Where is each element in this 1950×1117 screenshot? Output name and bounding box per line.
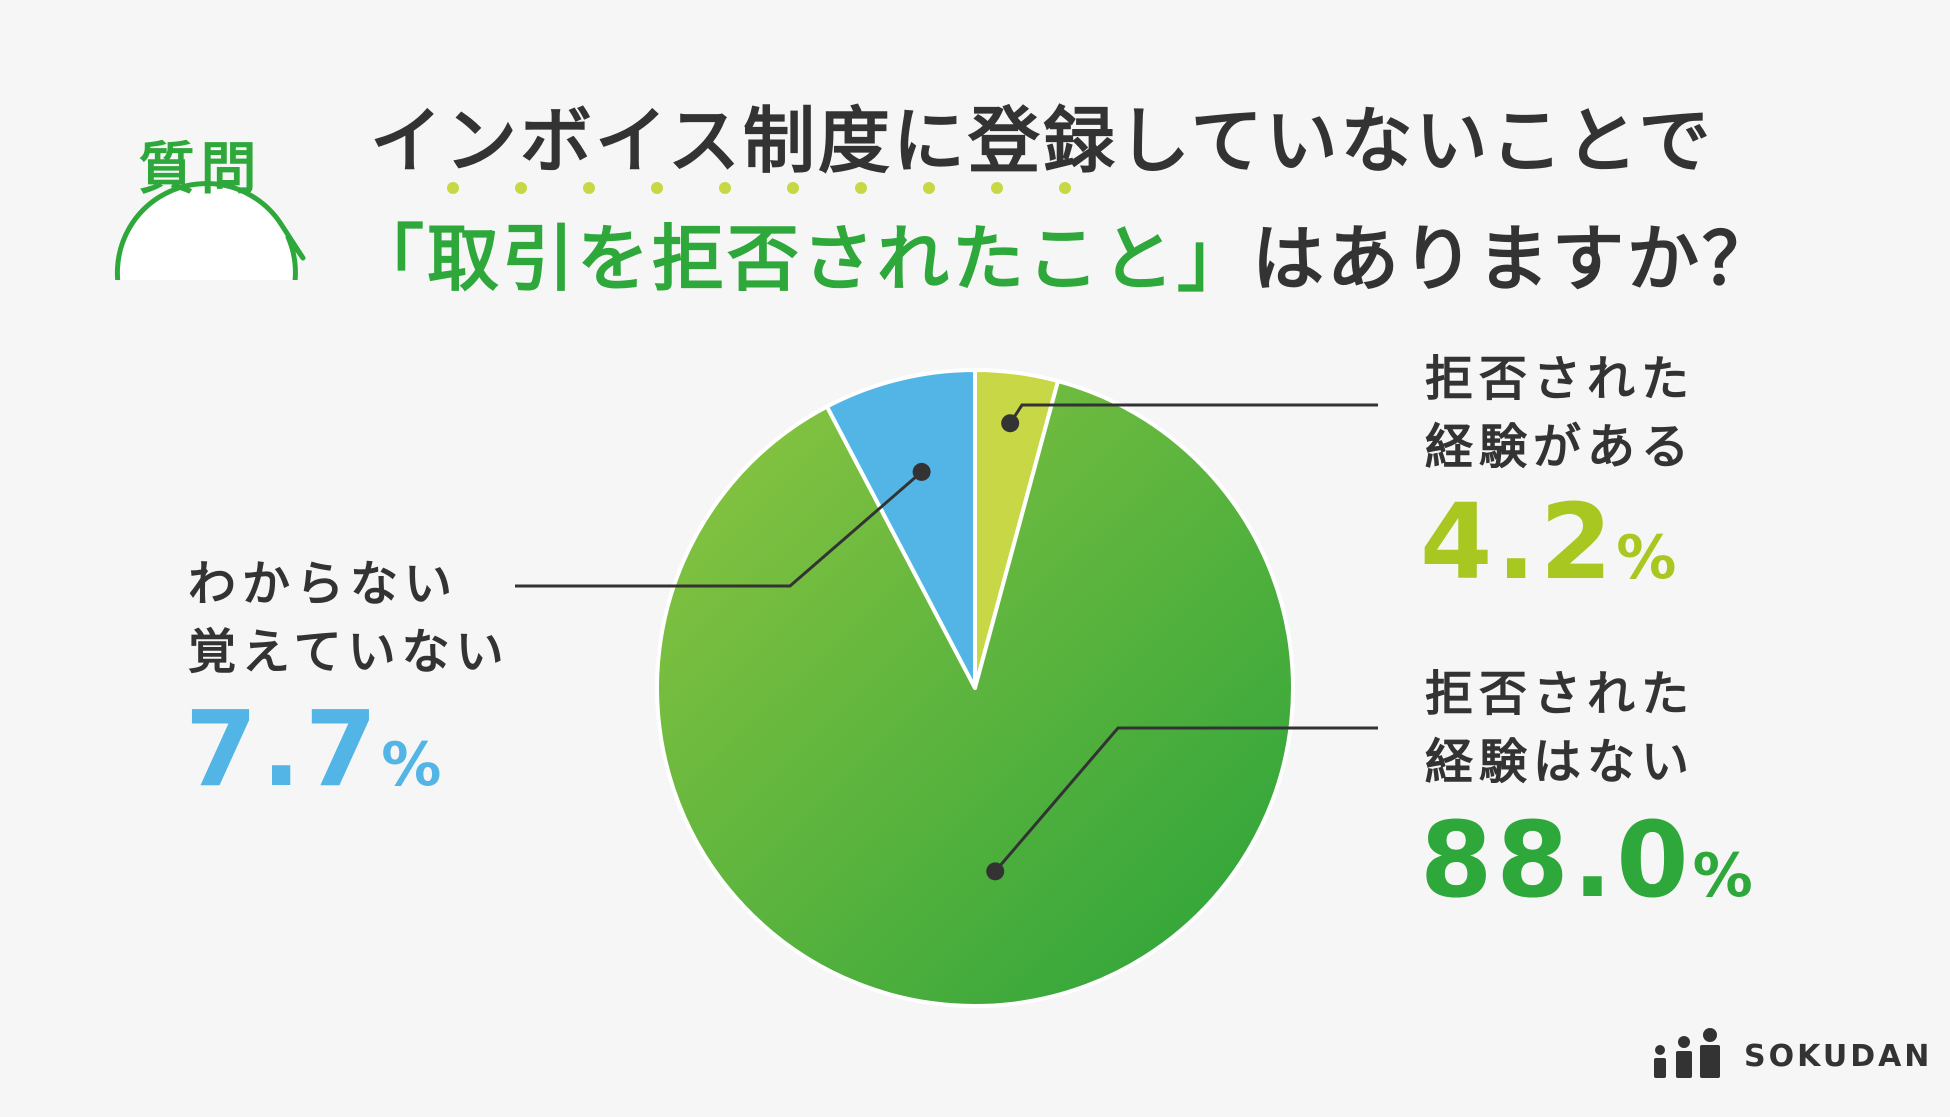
value-no-unit: % [1692,841,1753,911]
question-badge: 質問 [98,62,316,280]
label-yes-line2: 経験がある [1425,419,1696,475]
value-yes: 4.2% [1420,490,1676,594]
value-no: 88.0% [1420,808,1753,912]
speech-bubble-icon [114,181,306,280]
title-close-bracket: 」 [1177,217,1253,301]
title-open-bracket: 「 [352,217,428,301]
leader-line-unknown [515,470,923,588]
value-yes-unit: % [1616,523,1677,593]
leader-dot-no [986,862,1005,881]
value-unknown-unit: % [381,730,442,800]
people-logo-icon [1654,1028,1720,1078]
leader-line-no [994,726,1378,873]
title-rest: はありますか？ [1252,217,1778,301]
leader-dot-unknown [912,462,931,481]
slice-no [655,379,1295,1008]
label-yes-line1: 拒否された [1425,351,1696,407]
value-yes-number: 4.2 [1420,481,1617,603]
label-unknown-line2: 覚えていない [188,624,510,680]
title-line-1: インボイス制度に登録していないことで [370,99,1714,183]
label-yes: 拒否された 経験がある [1425,345,1695,481]
value-unknown: 7.7% [185,697,441,801]
label-unknown-line1: わからない [188,556,459,612]
value-unknown-number: 7.7 [185,688,382,810]
sokudan-logo: SOKUDAN [1650,1028,1932,1084]
question-badge-label: 質問 [138,137,263,202]
value-no-number: 88.0 [1420,799,1693,921]
label-no-line2: 経験はない [1425,734,1696,790]
title-highlight: 取引を拒否されたこと [427,217,1178,301]
label-unknown: わからない 覚えていない [188,550,510,686]
logo-text: SOKUDAN [1744,1038,1933,1074]
slice-unknown [824,368,977,690]
title-line-2: 「取引を拒否されたこと」はありますか？ [352,200,1777,305]
leader-dot-yes [1001,414,1020,433]
label-no: 拒否された 経験はない [1425,660,1695,796]
label-no-line1: 拒否された [1425,666,1696,722]
